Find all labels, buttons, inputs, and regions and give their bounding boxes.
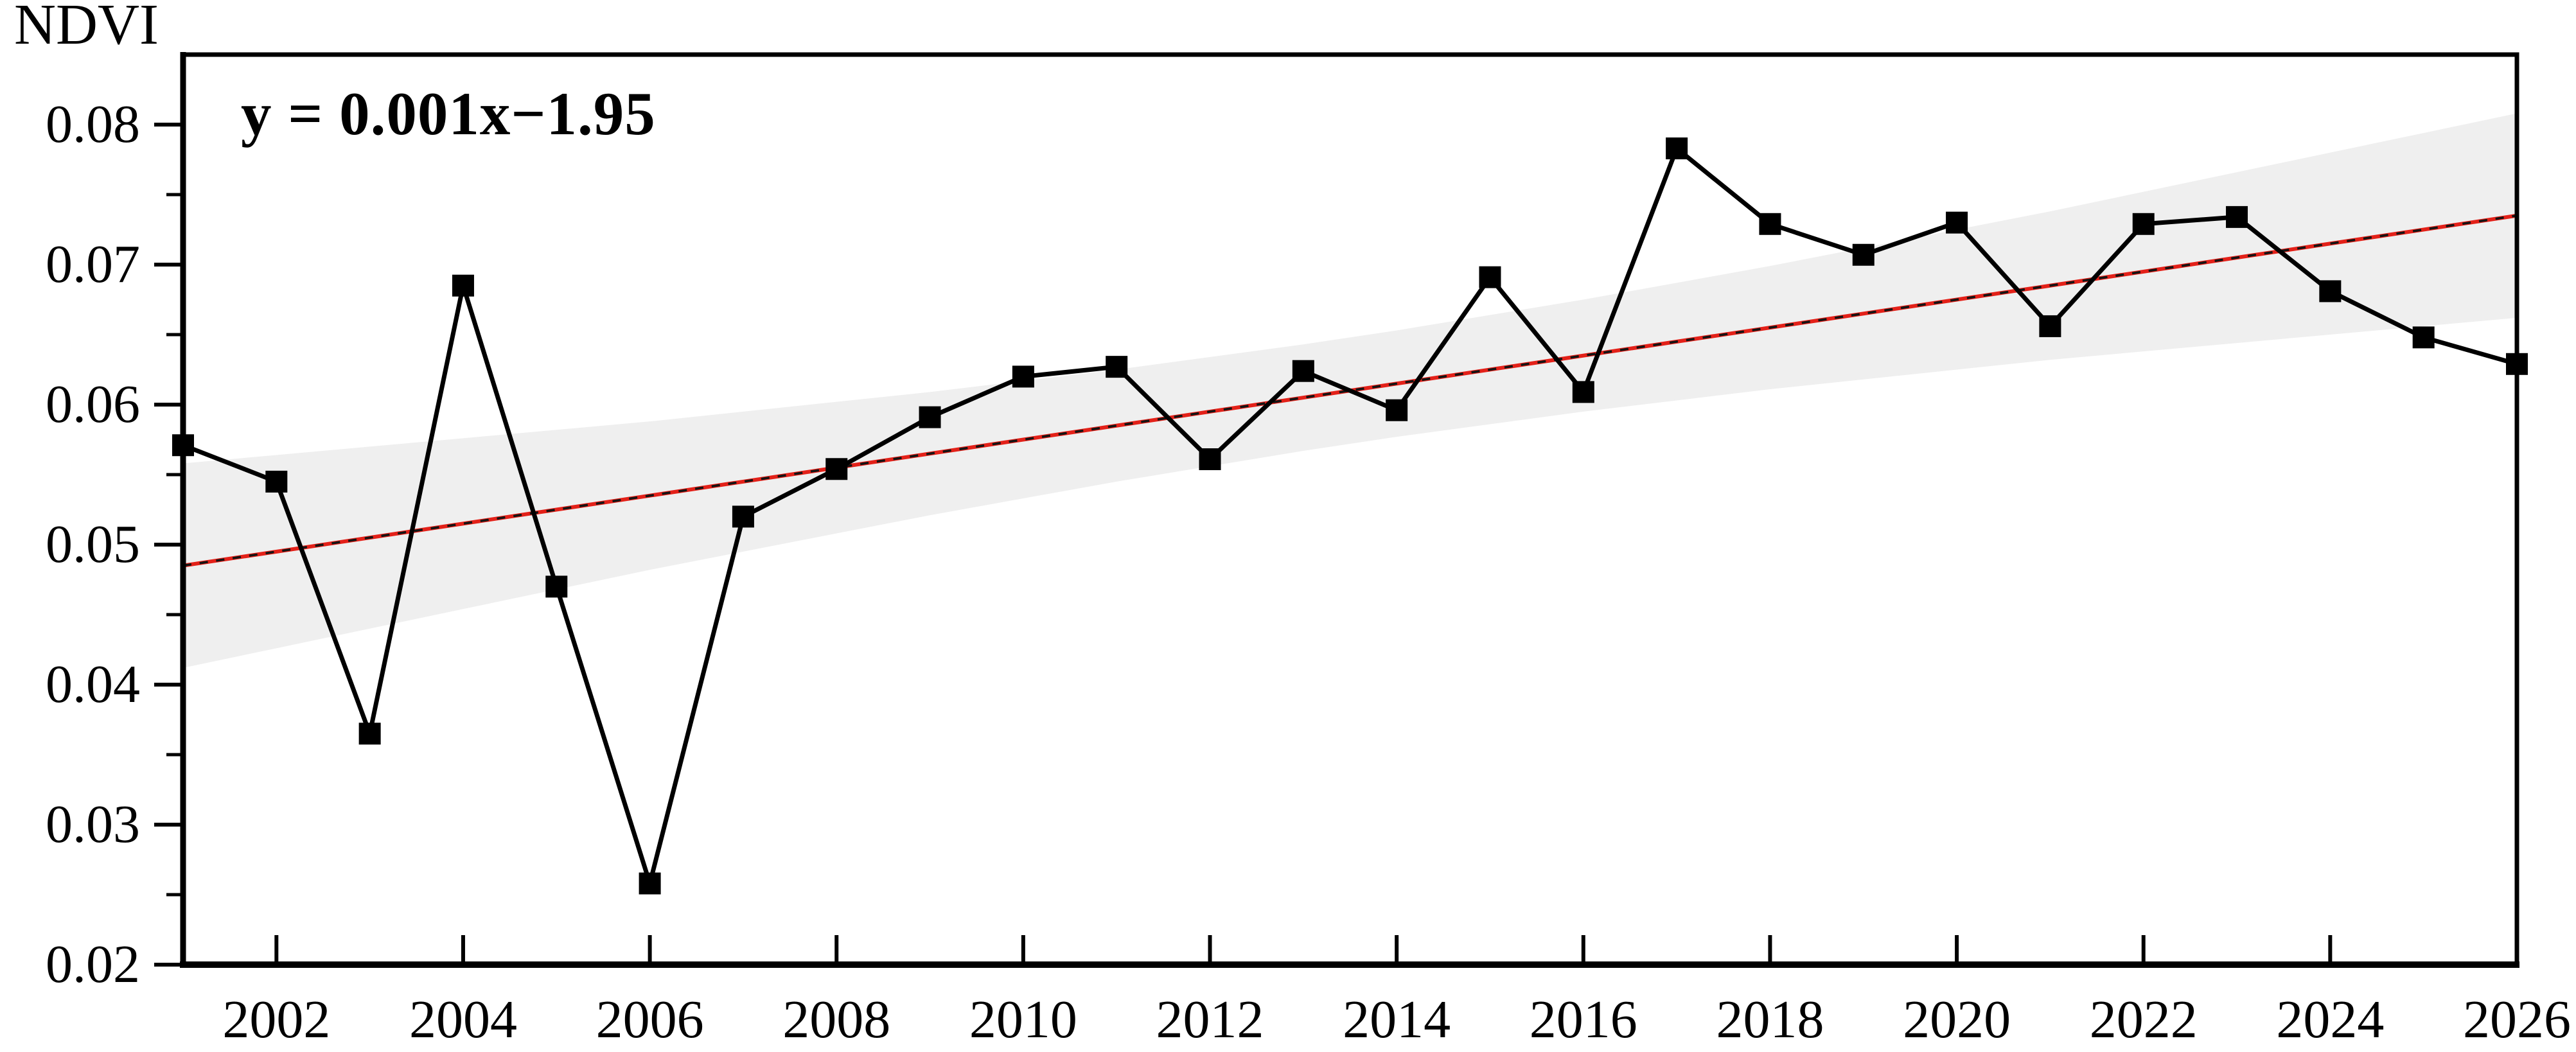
x-tick-label: 2006 xyxy=(595,990,704,1049)
x-tick-label: 2004 xyxy=(409,990,517,1049)
y-tick-label: 0.07 xyxy=(46,234,140,294)
trend-equation: y = 0.001x−1.95 xyxy=(241,80,656,148)
x-tick-label: 2022 xyxy=(2089,990,2198,1049)
x-tick-label: 2008 xyxy=(782,990,891,1049)
data-point-marker xyxy=(1386,399,1408,421)
x-tick-label: 2012 xyxy=(1156,990,1264,1049)
x-tick-label: 2002 xyxy=(222,990,331,1049)
data-point-marker xyxy=(1852,243,1875,266)
y-tick-label: 0.05 xyxy=(46,514,140,574)
data-point-marker xyxy=(919,406,941,428)
data-point-marker xyxy=(452,274,474,297)
data-point-marker xyxy=(265,470,288,493)
data-point-marker xyxy=(1946,211,1968,234)
x-tick-label: 2024 xyxy=(2276,990,2385,1049)
x-tick-label: 2010 xyxy=(969,990,1077,1049)
data-point-marker xyxy=(732,505,754,528)
x-tick-label: 2020 xyxy=(1903,990,2011,1049)
data-point-marker xyxy=(1479,266,1501,288)
y-tick-label: 0.06 xyxy=(46,374,140,434)
y-tick-label: 0.08 xyxy=(46,94,140,154)
data-point-marker xyxy=(1292,360,1314,382)
data-point-marker xyxy=(2319,280,2342,302)
x-tick-label: 2016 xyxy=(1529,990,1637,1049)
x-tick-label: 2014 xyxy=(1343,990,1451,1049)
y-tick-label: 0.03 xyxy=(46,794,140,854)
data-point-marker xyxy=(2412,326,2435,349)
data-point-marker xyxy=(1759,213,1781,235)
y-tick-label: 0.02 xyxy=(46,934,140,994)
data-point-marker xyxy=(1012,365,1034,388)
data-point-marker xyxy=(545,575,568,598)
data-point-marker xyxy=(2132,213,2155,235)
data-point-marker xyxy=(2039,315,2061,337)
data-point-marker xyxy=(358,723,381,745)
data-point-marker xyxy=(1666,137,1688,160)
data-point-marker xyxy=(1106,356,1128,378)
data-point-marker xyxy=(2226,206,2248,228)
x-tick-label: 2018 xyxy=(1716,990,1824,1049)
ndvi-series-line xyxy=(182,145,2518,892)
data-point-marker xyxy=(825,458,848,480)
data-point-marker xyxy=(1572,381,1594,403)
y-axis-title: NDVI xyxy=(14,0,159,57)
x-tick-label: 2026 xyxy=(2463,990,2571,1049)
data-point-marker xyxy=(639,872,661,895)
data-point-marker xyxy=(1199,448,1221,471)
y-tick-label: 0.04 xyxy=(46,654,140,714)
